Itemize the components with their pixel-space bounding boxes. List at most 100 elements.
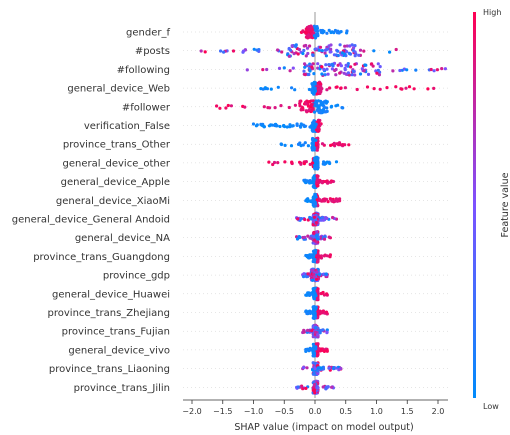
shap-dot	[315, 25, 319, 29]
shap-dot	[312, 178, 316, 182]
shap-dot	[324, 54, 328, 58]
feature-label: general_device_General Andoid	[12, 215, 170, 226]
shap-dot	[289, 144, 294, 148]
shap-dot	[308, 162, 312, 166]
shap-dot	[317, 106, 321, 110]
shap-dot	[299, 125, 303, 129]
shap-dot	[303, 235, 307, 239]
shap-dot	[360, 67, 364, 71]
shap-dot	[325, 160, 329, 164]
shap-dot	[316, 33, 320, 38]
shap-dot	[298, 235, 302, 239]
shap-dot	[296, 385, 300, 389]
shap-dot	[353, 73, 357, 77]
feature-label: #follower	[122, 102, 171, 113]
x-tick-label: −2.0	[182, 407, 201, 416]
shap-dot	[218, 106, 222, 110]
shap-dot	[278, 124, 282, 129]
shap-dot	[443, 67, 447, 71]
shap-dot	[308, 311, 312, 315]
shap-dot	[290, 44, 294, 48]
shap-dot	[301, 51, 305, 56]
feature-label: general_device_Apple	[61, 177, 170, 188]
shap-dot	[316, 311, 320, 315]
shap-dot	[311, 361, 315, 365]
shap-dot	[311, 161, 315, 165]
shap-dot	[322, 160, 326, 164]
shap-dot	[319, 218, 323, 222]
shap-dot	[316, 287, 320, 291]
x-tick-label: −1.5	[213, 407, 232, 416]
shap-dot	[362, 69, 366, 73]
shap-dot	[306, 272, 310, 276]
shap-dot	[269, 87, 273, 91]
shap-dot	[347, 51, 351, 56]
shap-dot	[385, 86, 389, 90]
shap-dot	[323, 197, 327, 201]
shap-dot	[323, 73, 327, 77]
shap-dot	[277, 66, 282, 70]
shap-dot	[426, 87, 430, 91]
shap-dot	[312, 235, 316, 239]
shap-dot	[324, 110, 328, 114]
shap-dot	[283, 143, 287, 147]
shap-dot	[306, 104, 311, 108]
shap-dot	[412, 87, 416, 91]
shap-dot	[407, 85, 412, 89]
shap-dot	[310, 268, 314, 273]
shap-dot	[316, 333, 320, 337]
shap-dot	[303, 178, 307, 182]
shap-dot	[334, 67, 338, 72]
shap-dot	[304, 43, 308, 48]
shap-dot	[321, 328, 325, 332]
shap-dot	[305, 254, 309, 258]
colorbar-gradient	[473, 12, 476, 398]
shap-dot	[301, 143, 305, 147]
shap-dot	[263, 86, 267, 90]
shap-dot	[316, 126, 321, 130]
shap-dot	[321, 385, 325, 389]
shap-dot	[329, 50, 333, 54]
shap-dot	[302, 48, 306, 53]
shap-dot	[307, 100, 311, 104]
shap-dot	[320, 291, 324, 295]
shap-dot	[309, 103, 313, 107]
shap-dot	[315, 354, 320, 358]
shap-dot	[324, 63, 328, 67]
shap-dot	[313, 366, 317, 371]
shap-dot	[343, 44, 347, 48]
shap-dot	[321, 107, 326, 112]
shap-dot	[334, 53, 338, 57]
shap-dot	[331, 64, 335, 68]
shap-dot	[352, 46, 356, 50]
shap-dot	[351, 69, 355, 73]
x-tick-label: 0.5	[339, 407, 352, 416]
shap-dot	[320, 142, 325, 146]
shap-dot	[310, 89, 314, 93]
shap-dot	[317, 48, 321, 52]
x-tick-label: 2.0	[432, 407, 445, 416]
shap-dot	[353, 62, 357, 66]
shap-dot	[296, 217, 300, 221]
feature-label: general_device_vivo	[68, 345, 170, 356]
shap-dot	[353, 50, 357, 54]
shap-dot	[340, 106, 344, 110]
shap-dot	[336, 63, 340, 67]
shap-dot	[306, 198, 310, 202]
shap-dot	[315, 184, 319, 188]
shap-dot	[334, 197, 338, 201]
shap-dot	[344, 63, 348, 67]
shap-dot	[279, 142, 284, 147]
shap-dot	[302, 275, 306, 279]
shap-dot	[312, 163, 316, 167]
shap-dot	[365, 85, 370, 89]
shap-dot	[274, 124, 278, 128]
shap-dot	[332, 141, 336, 145]
shap-dot	[261, 87, 265, 91]
shap-dot	[314, 138, 318, 142]
feature-label: province_trans_Zhejiang	[48, 308, 170, 319]
shap-dot	[315, 102, 319, 107]
shap-dot	[322, 254, 326, 258]
shap-dot	[313, 391, 317, 395]
shap-dot	[314, 29, 318, 33]
